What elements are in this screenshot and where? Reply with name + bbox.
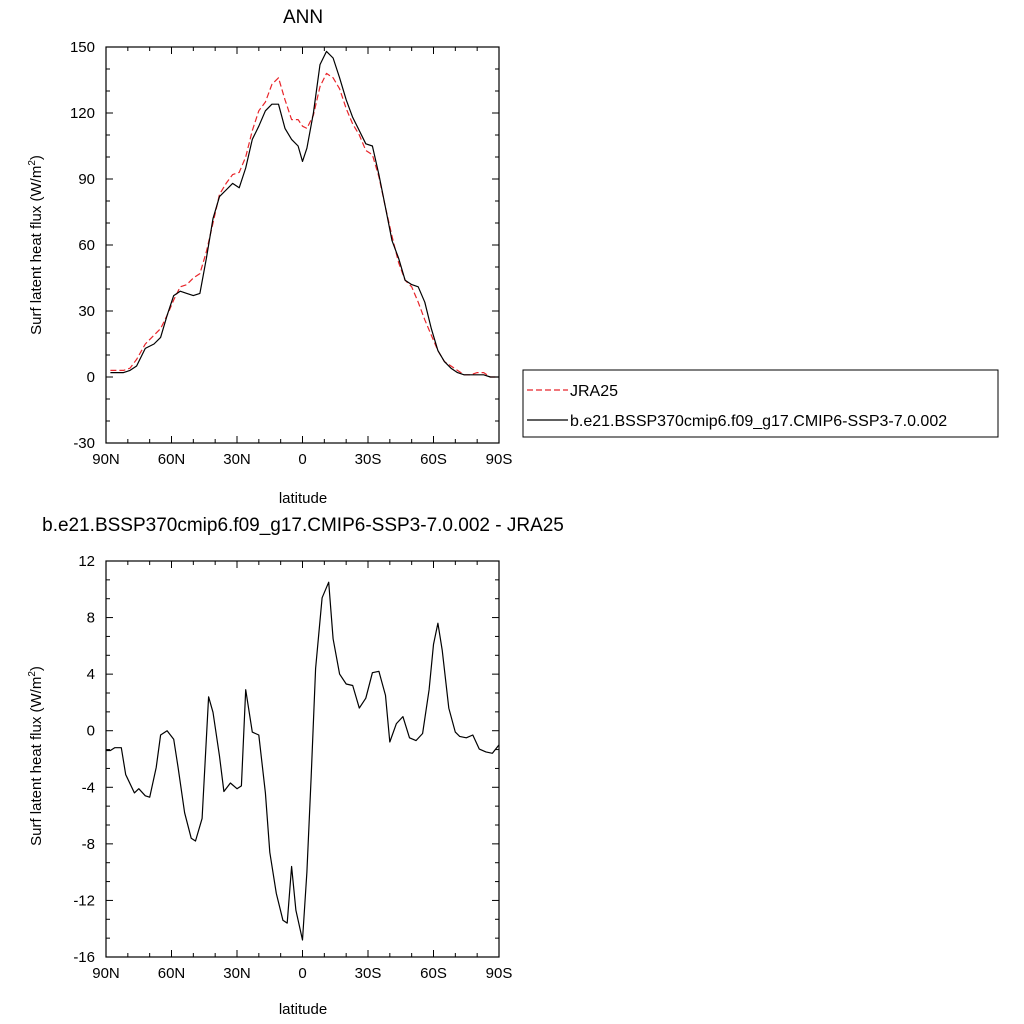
top-series-line-model (110, 50, 499, 378)
y-tick-label: 0 (87, 369, 95, 386)
bottom-axis-ticks (105, 560, 500, 958)
x-tick-label: 60S (420, 451, 447, 468)
y-tick-label: -16 (73, 949, 95, 966)
x-tick-label: 90N (92, 451, 120, 468)
top-plot-frame (105, 46, 500, 444)
y-tick-label: -12 (73, 892, 95, 909)
legend: JRA25 b.e21.BSSP370cmip6.f09_g17.CMIP6-S… (522, 369, 999, 438)
y-tick-label: 60 (78, 237, 95, 254)
y-tick-label: 0 (87, 723, 95, 740)
bottom-y-axis-label: Surf latent heat flux (W/m2) (27, 666, 45, 846)
y-tick-label: 90 (78, 171, 95, 188)
bottom-panel: b.e21.BSSP370cmip6.f09_g17.CMIP6-SSP3-7.… (27, 515, 564, 1018)
y-tick-label: -4 (82, 779, 95, 796)
legend-label-model: b.e21.BSSP370cmip6.f09_g17.CMIP6-SSP3-7.… (570, 413, 947, 430)
x-tick-label: 0 (298, 965, 306, 982)
y-tick-label: 12 (78, 553, 95, 570)
x-tick-label: 30N (223, 965, 251, 982)
y-tick-label: 4 (87, 666, 95, 683)
top-chart-title: ANN (283, 7, 323, 28)
x-tick-label: 0 (298, 451, 306, 468)
x-tick-label: 60N (158, 965, 186, 982)
bottom-series (106, 581, 500, 941)
y-tick-label: 8 (87, 610, 95, 627)
x-tick-label: 30S (355, 965, 382, 982)
bottom-plot-frame (105, 560, 500, 958)
legend-box (522, 369, 999, 438)
y-tick-label: -8 (82, 836, 95, 853)
top-x-axis-label: latitude (279, 490, 327, 507)
bottom-x-axis-label: latitude (279, 1001, 327, 1018)
x-tick-label: 60N (158, 451, 186, 468)
x-tick-label: 90S (486, 965, 513, 982)
x-tick-label: 30N (223, 451, 251, 468)
y-tick-label: 150 (70, 39, 95, 56)
top-series-line-jra25 (110, 72, 499, 378)
y-tick-label: -30 (73, 435, 95, 452)
y-tick-label: 120 (70, 105, 95, 122)
top-tick-labels: 90N 60N 30N 0 30S 60S 90S -30 0 30 60 90 120 150 (70, 39, 512, 468)
bottom-tick-labels: 90N 60N 30N 0 30S 60S 90S -16 -12 -8 -4 0 4 8 12 (73, 553, 512, 982)
x-tick-label: 30S (355, 451, 382, 468)
legend-label-jra25: JRA25 (570, 383, 618, 400)
x-tick-label: 60S (420, 965, 447, 982)
x-tick-label: 90N (92, 965, 120, 982)
y-tick-label: 30 (78, 303, 95, 320)
top-y-axis-label: Surf latent heat flux (W/m2) (27, 155, 45, 335)
top-panel: ANN Surf latent heat flux (W/m2) latitud… (27, 7, 512, 507)
top-series (110, 50, 499, 378)
top-axis-ticks (105, 46, 500, 444)
bottom-chart-title: b.e21.BSSP370cmip6.f09_g17.CMIP6-SSP3-7.… (42, 515, 564, 536)
x-tick-label: 90S (486, 451, 513, 468)
bottom-series-line-difference (106, 581, 500, 941)
